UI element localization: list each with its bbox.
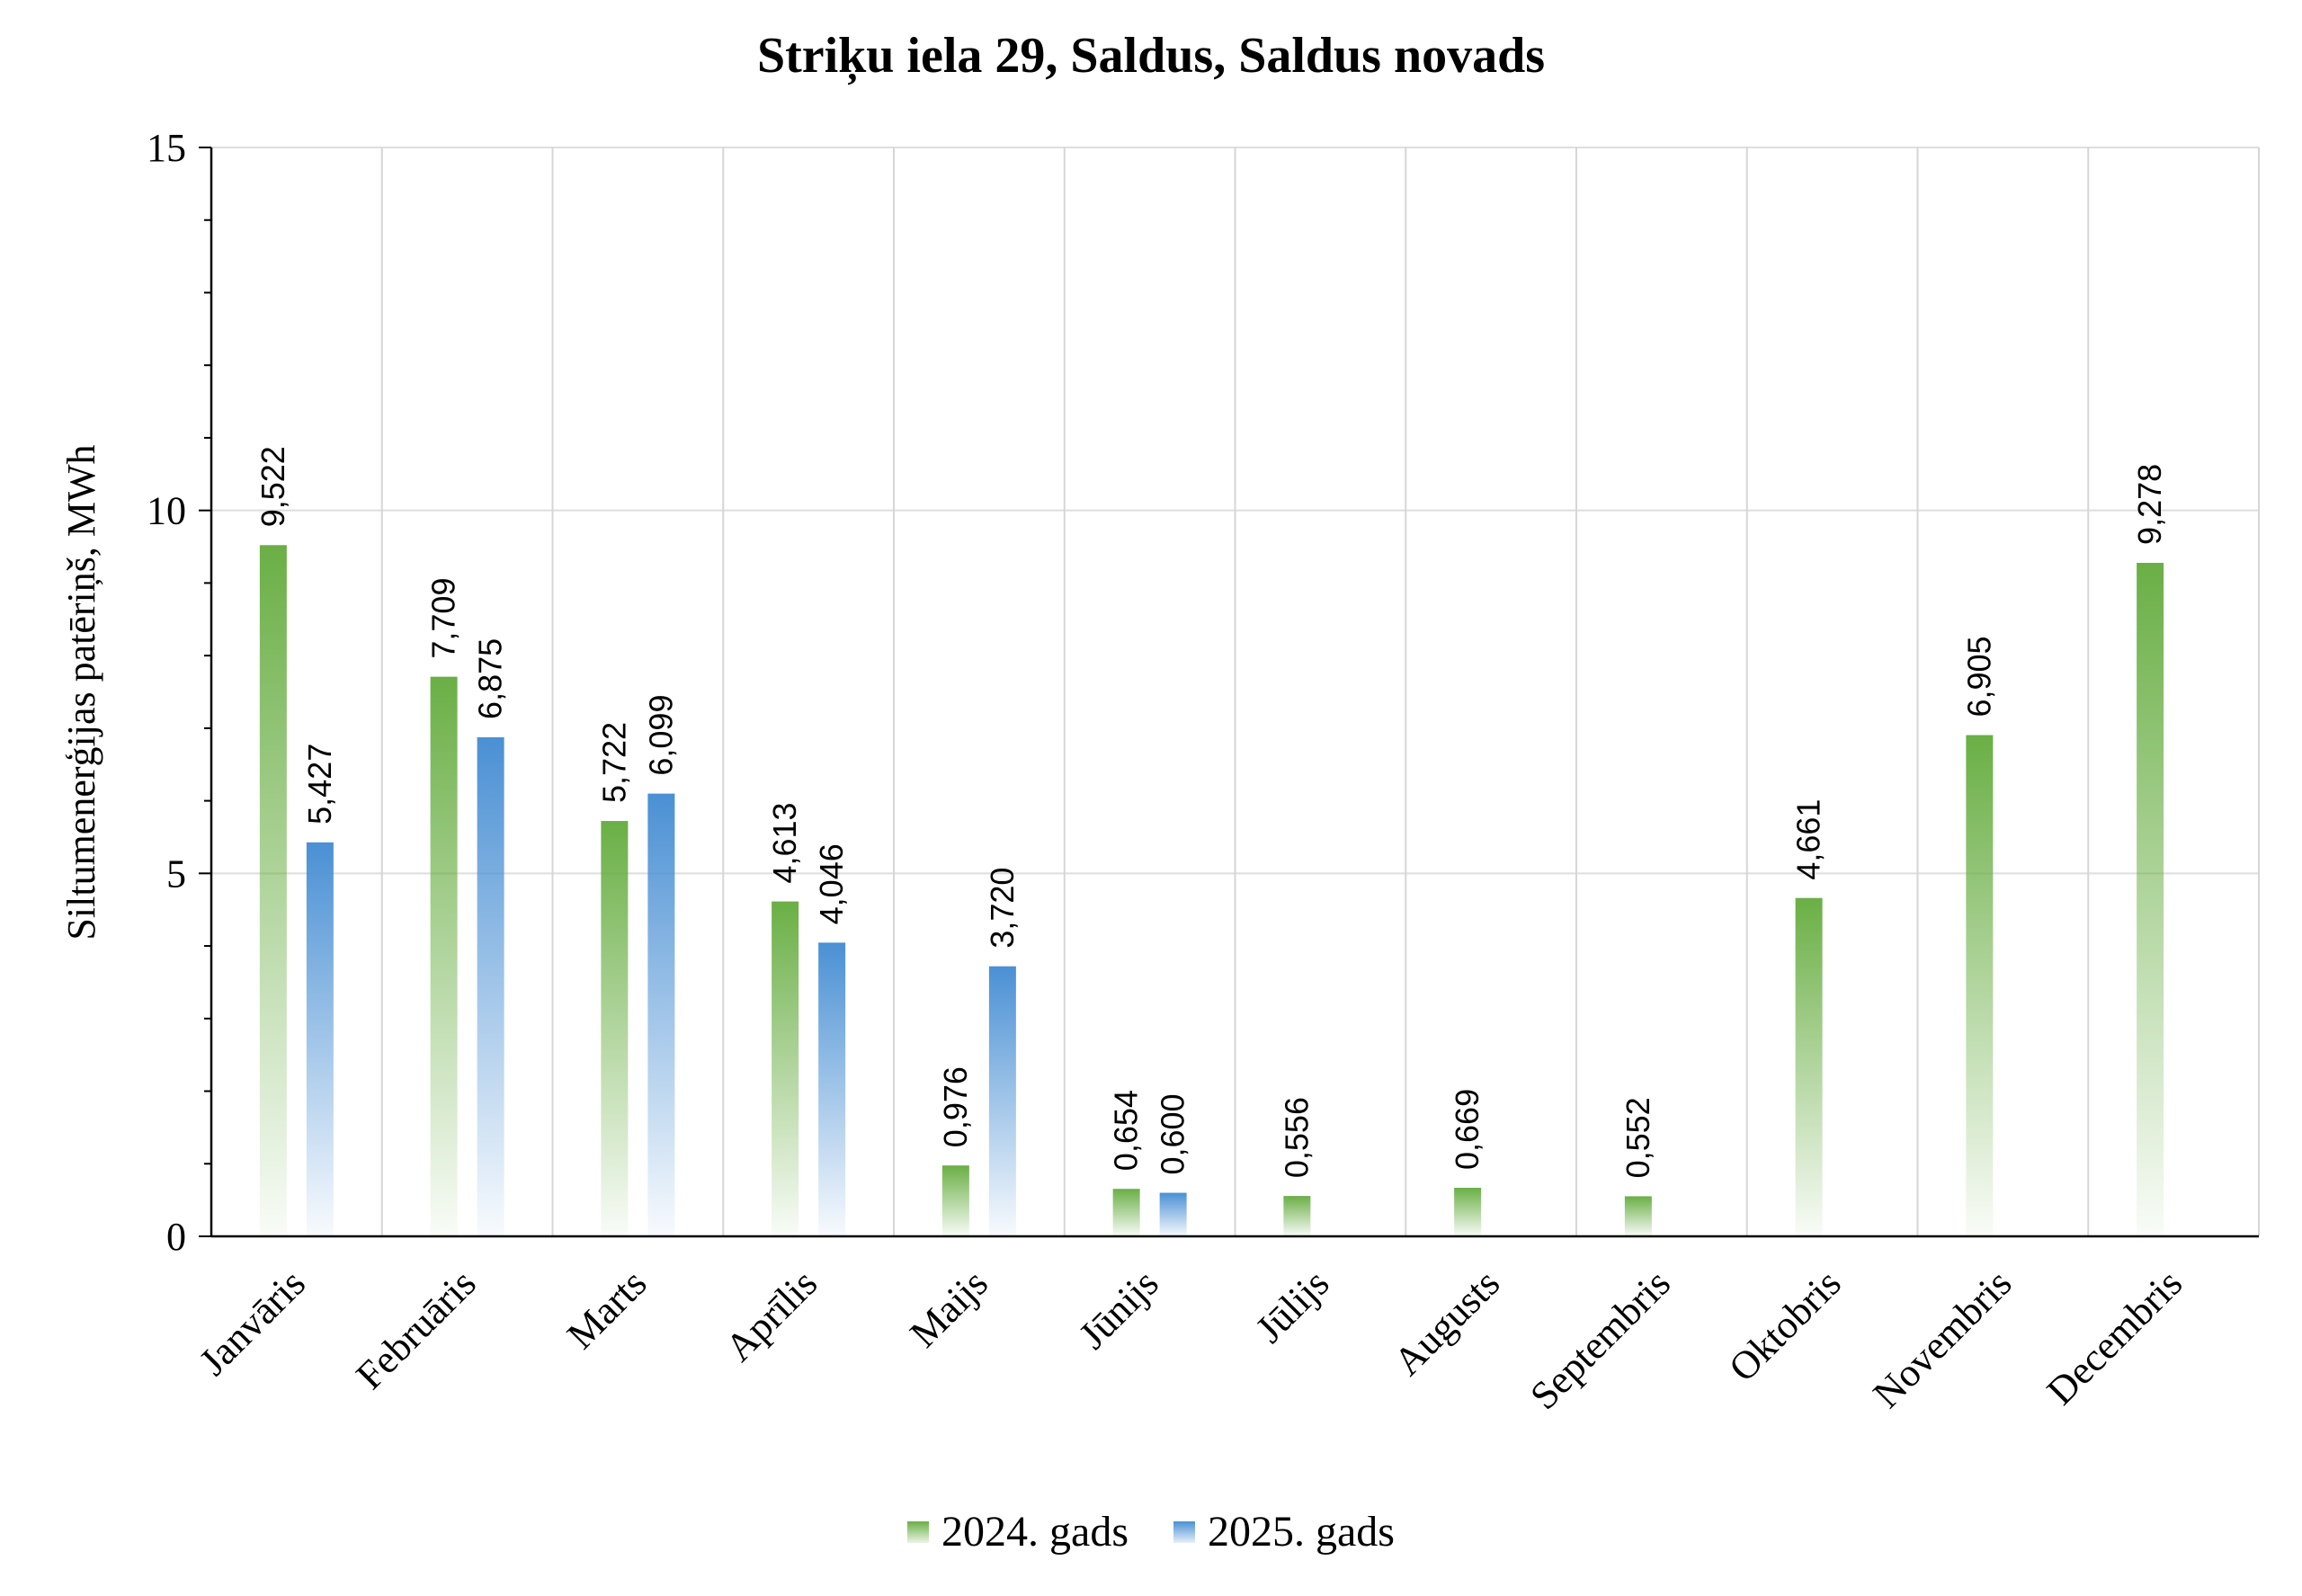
bars (259, 545, 2164, 1236)
data-label: 6,875 (472, 638, 509, 719)
data-label: 5,427 (301, 744, 338, 825)
x-tick-label: Marts (558, 1261, 655, 1357)
legend-label: 2025. gads (1208, 1508, 1395, 1556)
x-tick-label: Augusts (1386, 1261, 1509, 1384)
bar (1454, 1187, 1482, 1236)
y-axis-title: Siltumenerģijas patēriņš, MWh (59, 444, 103, 940)
data-label: 0,552 (1619, 1097, 1656, 1178)
data-label: 0,600 (1155, 1093, 1191, 1174)
bar (1966, 735, 1994, 1236)
data-label: 9,522 (254, 446, 291, 527)
bar (259, 545, 287, 1236)
data-label: 0,556 (1278, 1097, 1315, 1178)
x-tick-label: Februāris (348, 1261, 485, 1397)
data-label: 0,976 (937, 1066, 974, 1147)
bar (818, 942, 846, 1236)
x-tick-label: Maijs (901, 1261, 996, 1356)
y-tick-label: 5 (166, 851, 186, 896)
data-label: 5,722 (595, 722, 632, 803)
bar (988, 966, 1016, 1236)
bar (1112, 1189, 1140, 1236)
data-label: 4,046 (813, 843, 850, 924)
data-label: 4,613 (766, 802, 803, 883)
bar (772, 901, 799, 1236)
y-tick-label: 10 (147, 489, 186, 533)
legend-swatch (907, 1520, 930, 1543)
data-label: 6,905 (1960, 636, 1997, 717)
grid (211, 147, 2260, 1236)
bar (2137, 562, 2164, 1236)
axes (199, 147, 2259, 1238)
x-tick-label: Jūnijs (1070, 1261, 1166, 1357)
x-tick-label: Oktobris (1720, 1261, 1850, 1390)
bar (1795, 897, 1823, 1236)
bar (1283, 1196, 1311, 1236)
data-label: 4,661 (1790, 799, 1827, 880)
legend-swatch (1173, 1520, 1195, 1543)
data-label: 9,278 (2131, 464, 2168, 545)
chart-title: Striķu iela 29, Saldus, Saldus novads (756, 28, 1546, 84)
legend: 2024. gads 2025. gads (0, 1507, 2302, 1556)
x-tick-label: Aprīlis (717, 1261, 825, 1369)
bar (477, 736, 504, 1236)
data-label: 7,709 (425, 578, 462, 659)
data-label: 0,669 (1449, 1089, 1486, 1170)
data-label: 6,099 (642, 695, 679, 776)
x-tick-label: Jūlijs (1247, 1261, 1337, 1351)
bar (941, 1165, 969, 1236)
y-tick-label: 15 (147, 126, 186, 170)
y-tick-label: 0 (166, 1215, 186, 1259)
x-tick-label: Decembris (2039, 1261, 2190, 1413)
bar (306, 842, 334, 1236)
bar (430, 676, 458, 1236)
legend-item: 2024. gads (907, 1507, 1129, 1556)
bar (647, 793, 675, 1236)
x-tick-label: Janvāris (191, 1261, 314, 1384)
data-label: 3,720 (984, 868, 1021, 949)
bar (1624, 1196, 1652, 1236)
data-label: 0,654 (1108, 1090, 1145, 1171)
legend-label: 2024. gads (941, 1508, 1129, 1556)
bar (601, 821, 629, 1236)
x-tick-label: Novembris (1865, 1261, 2021, 1416)
x-tick-label: Septembris (1521, 1261, 1679, 1418)
bar (1159, 1192, 1187, 1236)
legend-item: 2025. gads (1173, 1507, 1395, 1556)
